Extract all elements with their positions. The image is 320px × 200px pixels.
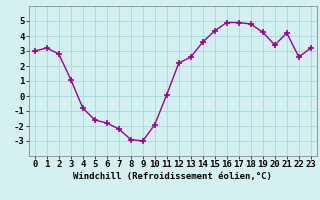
X-axis label: Windchill (Refroidissement éolien,°C): Windchill (Refroidissement éolien,°C) (73, 172, 272, 181)
